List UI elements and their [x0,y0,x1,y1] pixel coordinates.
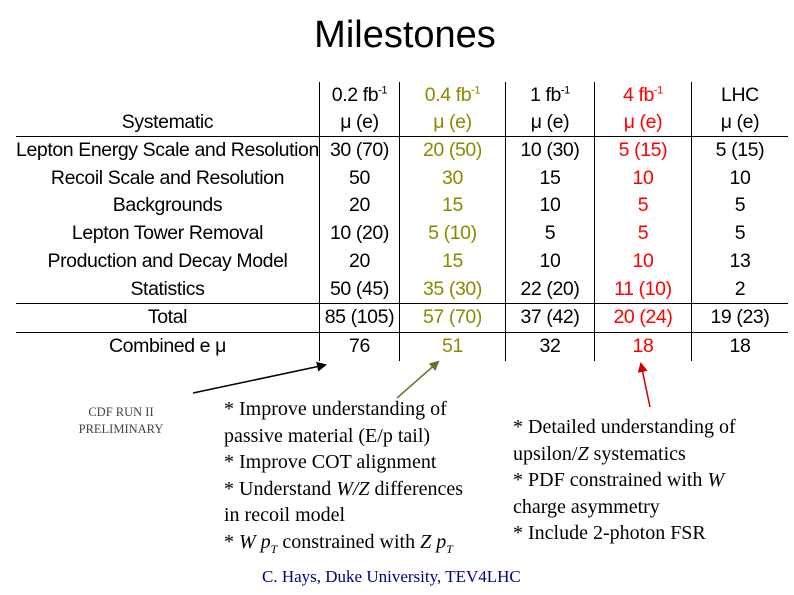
notes-left: * Improve understanding of passive mater… [224,398,464,556]
table-cell: 19 (23) [691,303,788,333]
table-cell: 32 [505,332,595,361]
table-cell: 15 [399,192,506,221]
table-cell: 85 (105) [319,303,400,333]
table-cell: 10 [505,247,595,276]
table-cell: 18 [594,332,692,361]
header-row-channel: Systematic μ (e) μ (e) μ (e) μ (e) μ (e) [16,109,788,137]
preliminary-label: CDF RUN II PRELIMINARY [78,405,164,436]
arrow-to-4fb [637,362,651,408]
header-row-luminosity: 0.2 fb-1 0.4 fb-1 1 fb-1 4 fb-1 LHC [16,82,788,109]
table-cell: 10 [729,166,751,189]
footer-credit: C. Hays, Duke University, TEV4LHC [262,567,521,586]
arrow-to-0.2fb [192,361,327,394]
row-label: Combined e μ [16,332,320,361]
table-row: Recoil Scale and Resolution 50 30 15 10 … [16,164,788,193]
header-channel: μ (e) [691,109,788,137]
header-lhc: LHC [721,84,759,106]
slide-title: Milestones [314,14,496,56]
table-cell: 10 (20) [319,220,400,248]
header-channel: μ (e) [594,109,692,137]
row-label: Total [16,303,320,333]
table-cell: 5 [734,194,746,217]
row-label: Production and Decay Model [16,247,320,276]
table-cell: 2 [734,277,746,300]
table-cell: 11 (10) [594,275,692,304]
table-cell: 50 [319,164,400,193]
table-cell: 76 [319,332,400,361]
systematics-table: 0.2 fb-1 0.4 fb-1 1 fb-1 4 fb-1 LHC Syst… [16,82,788,361]
header-channel: μ (e) [505,109,595,137]
table-row: Statistics 50 (45) 35 (30) 22 (20) 11 (1… [16,275,788,304]
table-cell: 15 [505,164,595,193]
table-cell: 22 (20) [505,275,595,304]
row-label: Recoil Scale and Resolution [16,164,320,193]
table-cell: 5 [734,222,746,245]
table-cell: 20 [319,192,400,221]
table-cell: 13 [729,249,751,272]
table-cell: 50 (45) [319,275,400,304]
table-cell: 10 [505,192,595,221]
table-cell: 30 [399,164,506,193]
header-lumi-4: 4 fb-1 [594,82,692,109]
table-cell: 35 (30) [399,275,506,304]
notes-right: * Detailed understanding of upsilon/Z sy… [513,416,736,544]
table-cell: 20 [319,247,400,276]
table-cell: 37 (42) [505,303,595,333]
table-cell: 5 (15) [715,139,765,161]
table-cell: 10 (30) [505,136,595,165]
table-cell: 30 (70) [319,136,400,165]
table-cell: 20 (24) [594,303,692,333]
table-cell: 5 (10) [399,220,506,248]
table-row-combined: Combined e μ 76 51 32 18 18 [16,332,788,361]
table-row: Backgrounds 20 15 10 5 5 [16,192,788,221]
table-cell: 10 [594,164,692,193]
table-cell: 15 [399,247,506,276]
table-cell: 51 [399,332,506,361]
table-cell: 5 [594,220,692,248]
row-label: Backgrounds [16,192,320,221]
table-cell: 57 (70) [399,303,506,333]
table-row-total: Total 85 (105) 57 (70) 37 (42) 20 (24) 1… [16,303,788,333]
table-cell: 18 [729,334,751,357]
header-lumi-1: 1 fb-1 [505,82,595,109]
table-cell: 5 (15) [594,136,692,165]
row-label: Statistics [16,275,320,304]
table-row: Lepton Tower Removal 10 (20) 5 (10) 5 5 … [16,220,788,248]
table-cell: 5 [505,220,595,248]
table-row: Production and Decay Model 20 15 10 10 1… [16,247,788,276]
header-blank [16,82,320,109]
arrow-to-0.4fb [396,360,440,399]
table-row: Lepton Energy Scale and Resolution 30 (7… [16,136,788,165]
header-lumi-0.4: 0.4 fb-1 [399,82,506,109]
header-systematic: Systematic [16,109,320,137]
table-cell: 20 (50) [399,136,506,165]
header-lumi-0.2: 0.2 fb-1 [319,82,400,109]
table-cell: 10 [594,247,692,276]
table-cell: 5 [594,192,692,221]
row-label: Lepton Energy Scale and Resolution [16,136,320,165]
header-channel: μ (e) [319,109,400,137]
row-label: Lepton Tower Removal [16,220,320,248]
header-channel: μ (e) [399,109,506,137]
